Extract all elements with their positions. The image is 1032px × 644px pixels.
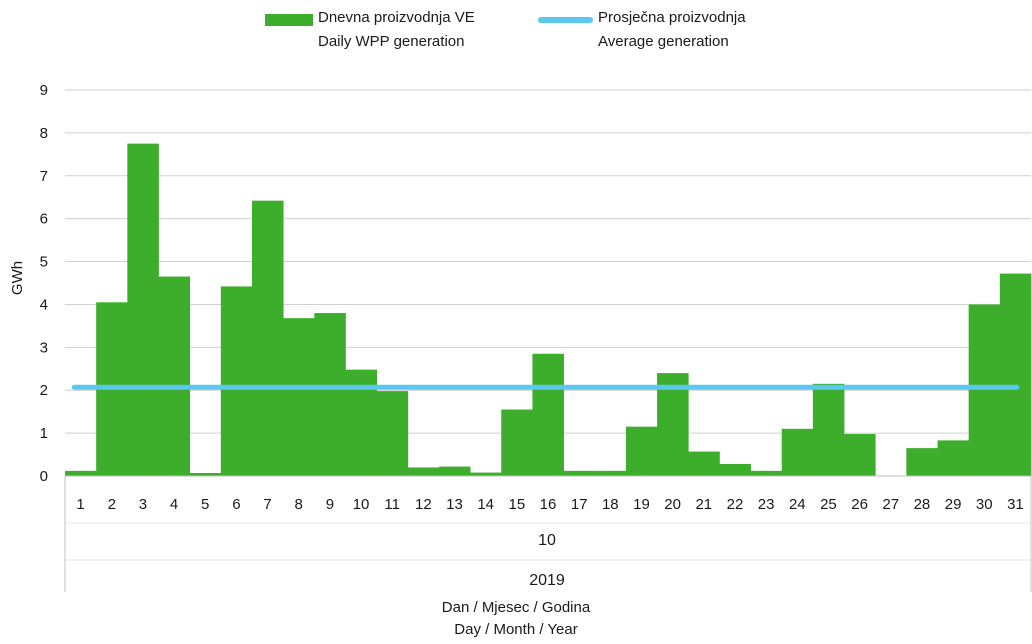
- bar: [750, 470, 783, 476]
- x-tick-label: 31: [1007, 496, 1024, 513]
- bar-series: [65, 143, 1032, 477]
- bar: [719, 463, 751, 476]
- x-tick-label: 18: [602, 496, 619, 513]
- legend-swatch-bars: [265, 14, 313, 26]
- x-tick-label: 17: [571, 496, 588, 513]
- y-tick-labels: 0 1 2 3 4 5 6 7 8 9: [40, 82, 48, 485]
- x-tick-label: 10: [353, 496, 370, 513]
- bar: [999, 273, 1032, 476]
- x-axis: 1 2 3 4 5 6 7 8 9 10 11 12 13 14 15 16 17 18 19 20 21 22 23 24 2…: [64, 475, 1032, 592]
- x-tick-label: 1: [76, 496, 84, 513]
- x-tick-label: 13: [446, 496, 463, 513]
- x-tick-label: 11: [384, 496, 400, 513]
- bar: [65, 470, 97, 476]
- bar: [127, 143, 159, 476]
- bar: [283, 318, 315, 476]
- y-tick-label: 1: [40, 425, 48, 442]
- y-tick-label: 6: [40, 211, 48, 228]
- bar: [438, 466, 471, 476]
- x-tick-label: 28: [914, 496, 931, 513]
- bar: [844, 433, 876, 476]
- x-tick-label: 6: [232, 496, 240, 513]
- x-tick-label: 4: [170, 496, 178, 513]
- bar: [657, 373, 689, 476]
- x-tick-label: 26: [851, 496, 868, 513]
- bar: [812, 383, 845, 476]
- x-tick-label: 24: [789, 496, 806, 513]
- bar: [906, 448, 938, 476]
- x-tick-label: 21: [695, 496, 712, 513]
- x-tick-label: 12: [415, 496, 432, 513]
- x-tick-label: 9: [326, 496, 334, 513]
- y-tick-label: 0: [40, 468, 48, 485]
- x-tick-label: 14: [477, 496, 494, 513]
- y-tick-label: 8: [40, 125, 48, 142]
- x-tick-label: 29: [945, 496, 962, 513]
- bar: [314, 313, 346, 476]
- x-group-year: 2019: [529, 572, 565, 589]
- x-tick-label: 20: [664, 496, 681, 513]
- bar: [625, 426, 658, 476]
- x-axis-title-line1: Dan / Mjesec / Godina: [441, 599, 591, 616]
- x-tick-label: 22: [727, 496, 744, 513]
- y-tick-label: 7: [40, 168, 48, 185]
- bar: [376, 391, 409, 476]
- x-tick-label: 25: [820, 496, 837, 513]
- legend-swatch-average: [538, 17, 593, 23]
- x-axis-title: Dan / Mjesec / Godina Day / Month / Year: [0, 597, 1032, 641]
- legend-item-average: Prosječna proizvodnja Average generation: [538, 6, 746, 54]
- y-axis-label: GWh: [9, 261, 26, 295]
- x-tick-label: 15: [508, 496, 525, 513]
- y-tick-label: 9: [40, 82, 48, 99]
- bar: [407, 467, 440, 476]
- bar: [501, 409, 533, 476]
- x-tick-label: 5: [201, 496, 209, 513]
- bar: [470, 472, 502, 476]
- x-tick-label: 8: [295, 496, 303, 513]
- x-tick-label: 27: [882, 496, 899, 513]
- bar: [594, 470, 627, 476]
- bar: [781, 428, 814, 476]
- bar: [563, 470, 596, 476]
- y-tick-label: 3: [40, 339, 48, 356]
- y-tick-label: 5: [40, 254, 48, 271]
- bar: [158, 276, 191, 476]
- bar: [968, 304, 1001, 476]
- bar: [937, 440, 970, 476]
- x-tick-label: 16: [540, 496, 557, 513]
- legend-label-average-2: Average generation: [598, 33, 729, 50]
- legend-label-average-1: Prosječna proizvodnja: [598, 9, 746, 26]
- x-tick-label: 30: [976, 496, 993, 513]
- bar: [532, 353, 564, 476]
- x-tick-label: 7: [263, 496, 271, 513]
- legend-label-bars-2: Daily WPP generation: [318, 33, 465, 50]
- x-tick-label: 23: [758, 496, 775, 513]
- legend-label-bars-1: Dnevna proizvodnja VE: [318, 9, 475, 26]
- x-group-month: 10: [538, 532, 556, 549]
- bar: [189, 472, 222, 476]
- legend-item-bars: Dnevna proizvodnja VE Daily WPP generati…: [265, 6, 475, 54]
- x-tick-label: 19: [633, 496, 650, 513]
- y-tick-label: 4: [40, 296, 48, 313]
- x-tick-label: 2: [108, 496, 116, 513]
- bar: [251, 200, 284, 477]
- y-tick-label: 2: [40, 382, 48, 399]
- bar: [688, 451, 720, 476]
- x-tick-label: 3: [139, 496, 147, 513]
- x-axis-title-line2: Day / Month / Year: [454, 621, 578, 638]
- bar: [220, 286, 253, 476]
